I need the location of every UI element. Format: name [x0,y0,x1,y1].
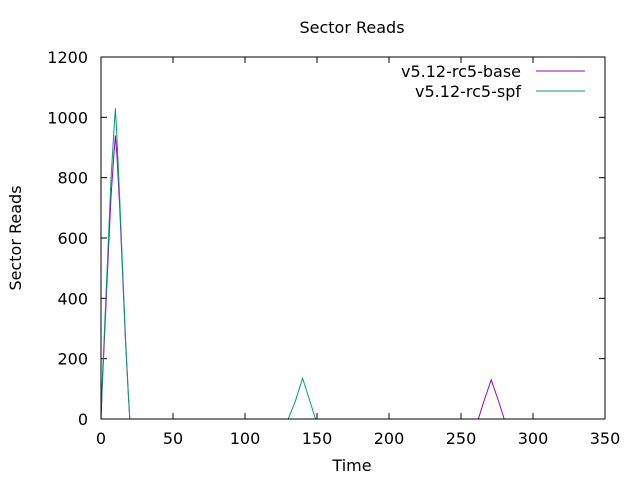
y-tick-label: 200 [57,350,88,369]
x-tick-label: 350 [590,429,621,448]
x-axis-label: Time [331,456,371,475]
y-tick-label: 400 [57,289,88,308]
series-lines [100,108,505,420]
legend-label: v5.12-rc5-base [401,62,521,81]
series-line-v5.12-rc5-base [100,135,505,420]
x-tick-label: 100 [230,429,261,448]
y-tick-label: 600 [57,229,88,248]
series-line-v5.12-rc5-spf [100,108,317,420]
x-tick-label: 50 [163,429,183,448]
y-tick-label: 800 [57,169,88,188]
x-tick-label: 250 [446,429,477,448]
y-tick-label: 0 [78,410,88,429]
x-tick-label: 150 [302,429,333,448]
plot-frame [100,56,606,420]
y-tick-label: 1200 [47,48,88,67]
chart-title: Sector Reads [299,18,404,37]
axis-ticks: 0 50 100 150 200 250 300 350 0 200 400 600 800 1000 12… [47,48,620,448]
legend-label: v5.12-rc5-spf [415,82,521,101]
x-tick-label: 0 [96,429,106,448]
y-axis-label: Sector Reads [6,185,25,290]
y-tick-label: 1000 [47,108,88,127]
x-tick-label: 300 [518,429,549,448]
x-tick-label: 200 [374,429,405,448]
